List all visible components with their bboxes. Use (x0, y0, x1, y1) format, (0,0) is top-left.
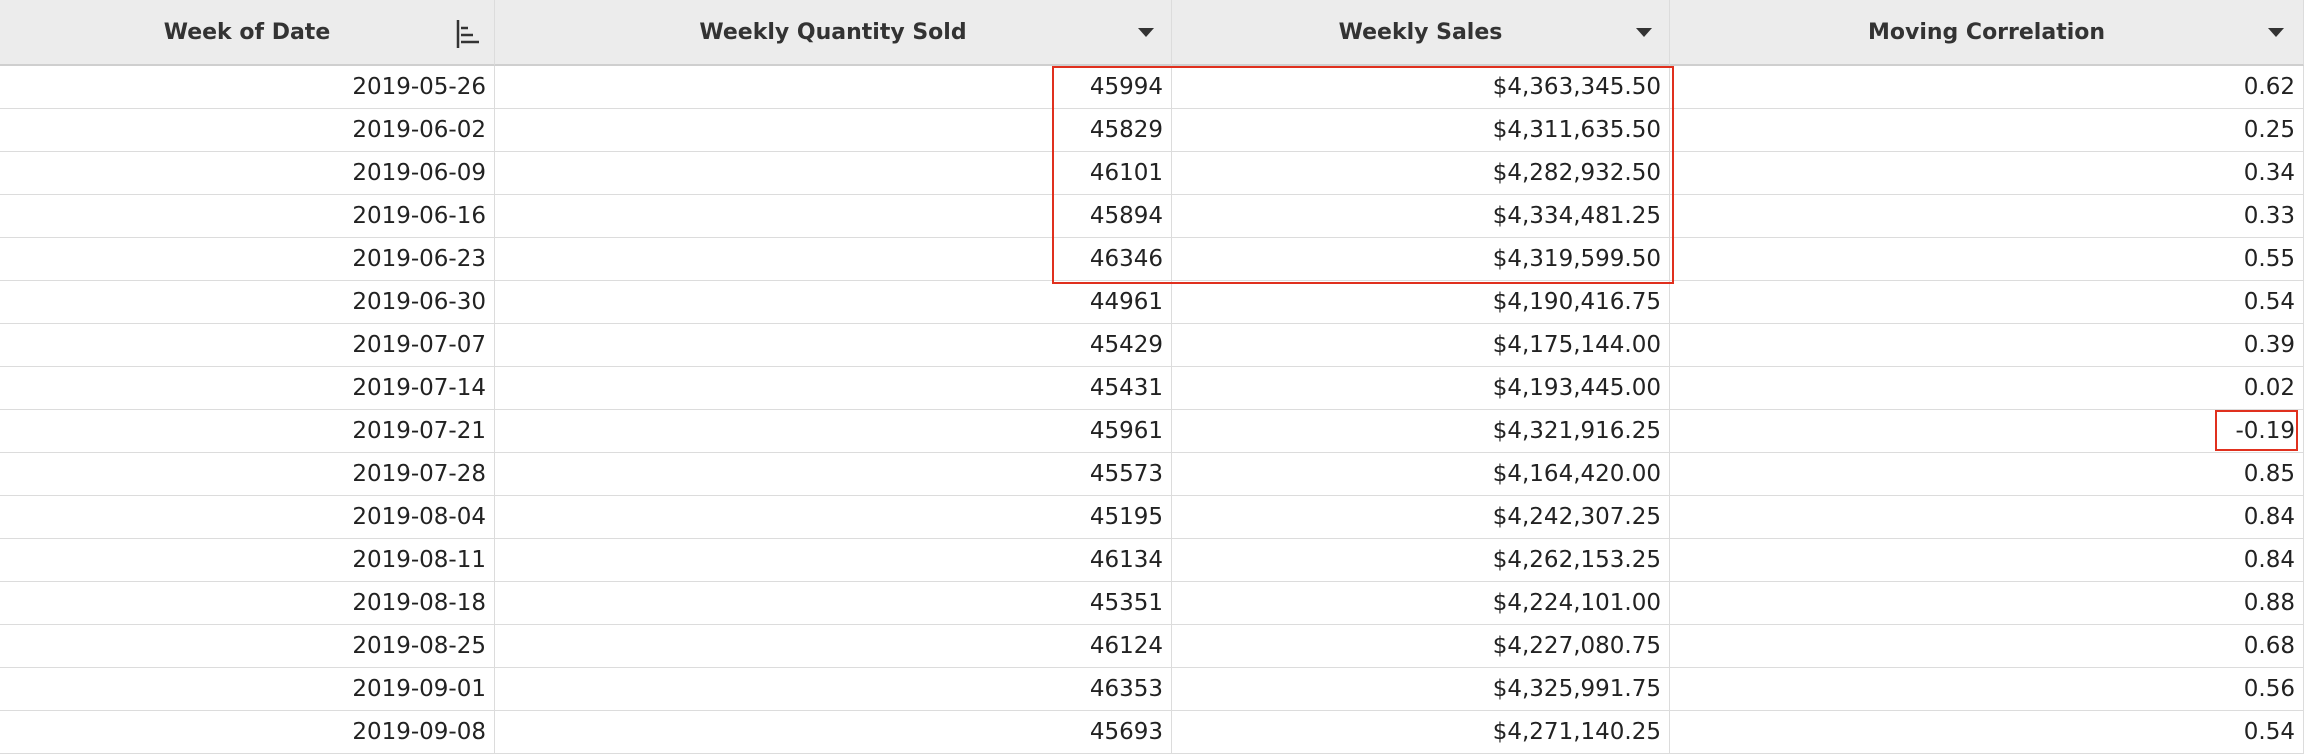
table-cell: 44961 (495, 281, 1172, 324)
table-cell: 45894 (495, 195, 1172, 238)
table-cell: 0.54 (1670, 711, 2304, 754)
table-cell: 0.25 (1670, 109, 2304, 152)
table-cell: $4,175,144.00 (1172, 324, 1670, 367)
column-header[interactable]: Moving Correlation (1670, 0, 2304, 66)
table-cell: 2019-06-02 (0, 109, 495, 152)
table-cell: 45693 (495, 711, 1172, 754)
table-cell: 45994 (495, 66, 1172, 109)
table-cell: $4,227,080.75 (1172, 625, 1670, 668)
table-cell: 2019-08-25 (0, 625, 495, 668)
table-cell: 0.54 (1670, 281, 2304, 324)
table-cell: 2019-06-30 (0, 281, 495, 324)
table-cell: 2019-06-16 (0, 195, 495, 238)
table-cell: 0.84 (1670, 496, 2304, 539)
table-cell: 0.62 (1670, 66, 2304, 109)
table-cell: 45829 (495, 109, 1172, 152)
table-cell: 2019-06-23 (0, 238, 495, 281)
table-cell: $4,193,445.00 (1172, 367, 1670, 410)
table-cell: $4,262,153.25 (1172, 539, 1670, 582)
table-cell: 2019-07-21 (0, 410, 495, 453)
table-cell: 46353 (495, 668, 1172, 711)
table-cell: 45961 (495, 410, 1172, 453)
table-cell: $4,224,101.00 (1172, 582, 1670, 625)
table-cell: $4,334,481.25 (1172, 195, 1670, 238)
table-cell: 2019-09-08 (0, 711, 495, 754)
table-cell: 0.56 (1670, 668, 2304, 711)
table-cell: 45195 (495, 496, 1172, 539)
table-cell: $4,319,599.50 (1172, 238, 1670, 281)
table-cell: 46101 (495, 152, 1172, 195)
table-cell: 0.39 (1670, 324, 2304, 367)
column-menu[interactable] (2268, 28, 2284, 38)
table-cell: 0.84 (1670, 539, 2304, 582)
table-cell: 2019-08-11 (0, 539, 495, 582)
table-cell: 46346 (495, 238, 1172, 281)
table-cell: 45431 (495, 367, 1172, 410)
table-cell: 46124 (495, 625, 1172, 668)
table-cell: 46134 (495, 539, 1172, 582)
table-cell: 0.55 (1670, 238, 2304, 281)
table-cell: 45429 (495, 324, 1172, 367)
table-cell: 0.02 (1670, 367, 2304, 410)
table-cell: $4,325,991.75 (1172, 668, 1670, 711)
table-cell: $4,164,420.00 (1172, 453, 1670, 496)
table-cell: $4,190,416.75 (1172, 281, 1670, 324)
table-cell: 0.33 (1670, 195, 2304, 238)
table-cell: $4,242,307.25 (1172, 496, 1670, 539)
table-cell: 2019-08-18 (0, 582, 495, 625)
table-cell: 2019-07-07 (0, 324, 495, 367)
table-cell: 45351 (495, 582, 1172, 625)
column-menu[interactable] (1636, 28, 1652, 38)
table-cell: 0.88 (1670, 582, 2304, 625)
table-cell: 2019-06-09 (0, 152, 495, 195)
sort-icon[interactable] (455, 18, 485, 50)
table-cell: 0.68 (1670, 625, 2304, 668)
column-header[interactable]: Weekly Sales (1172, 0, 1670, 66)
table-cell: -0.19 (1670, 410, 2304, 453)
table-cell: 2019-09-01 (0, 668, 495, 711)
table-cell: 45573 (495, 453, 1172, 496)
table-cell: 2019-07-28 (0, 453, 495, 496)
table-cell: 2019-08-04 (0, 496, 495, 539)
table-cell: 2019-07-14 (0, 367, 495, 410)
table-cell: $4,321,916.25 (1172, 410, 1670, 453)
column-header[interactable]: Weekly Quantity Sold (495, 0, 1172, 66)
table-cell: 2019-05-26 (0, 66, 495, 109)
column-header[interactable]: Week of Date (0, 0, 495, 66)
table-cell: 0.85 (1670, 453, 2304, 496)
table-cell: $4,282,932.50 (1172, 152, 1670, 195)
column-menu[interactable] (1138, 28, 1154, 38)
table-cell: 0.34 (1670, 152, 2304, 195)
table-cell: $4,311,635.50 (1172, 109, 1670, 152)
table-cell: $4,363,345.50 (1172, 66, 1670, 109)
table-cell: $4,271,140.25 (1172, 711, 1670, 754)
